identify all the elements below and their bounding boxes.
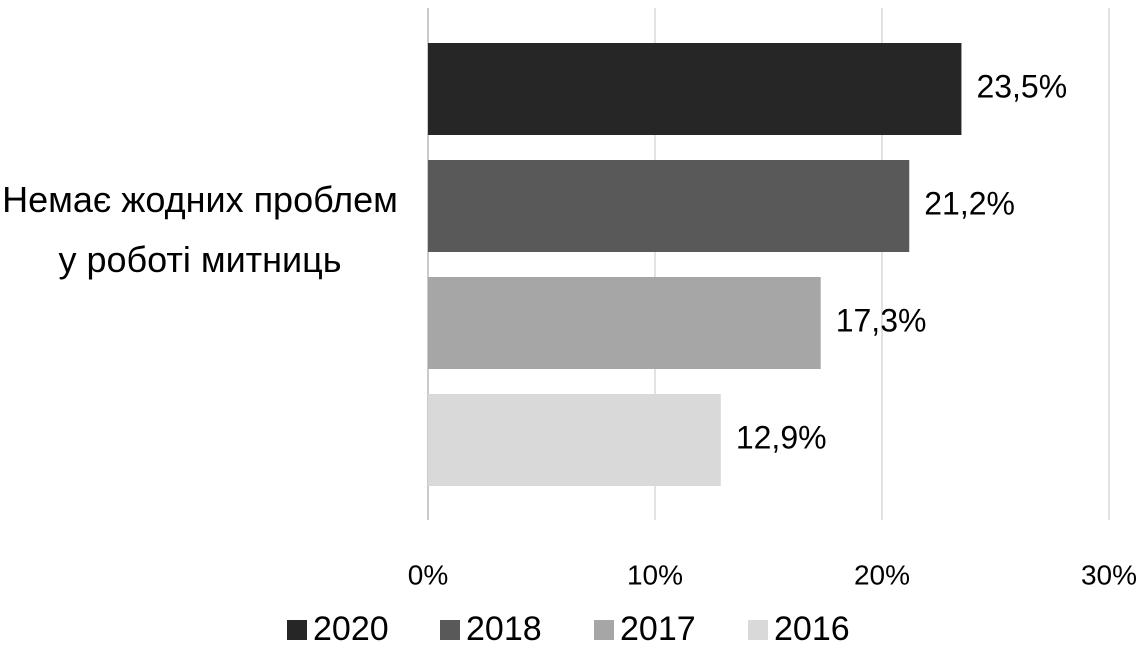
legend-swatch <box>748 620 768 640</box>
category-label: Немає жодних проблем у роботі митниць <box>2 179 398 280</box>
bar <box>428 160 910 252</box>
legend-label: 2016 <box>774 610 850 648</box>
x-tick-label: 0% <box>408 559 448 590</box>
x-tick-label: 30% <box>1081 559 1137 590</box>
x-tick-label: 20% <box>854 559 910 590</box>
legend-swatch <box>594 620 614 640</box>
value-label: 23,5% <box>976 68 1067 104</box>
legend-label: 2018 <box>466 610 542 648</box>
bar <box>428 394 721 486</box>
value-label: 17,3% <box>836 302 927 338</box>
value-label: 12,9% <box>736 419 827 455</box>
legend-swatch <box>440 620 460 640</box>
value-label: 21,2% <box>924 185 1015 221</box>
x-tick-label: 10% <box>627 559 683 590</box>
legend-label: 2020 <box>313 610 389 648</box>
legend-swatch <box>287 620 307 640</box>
bar <box>428 277 821 369</box>
bar <box>428 43 962 135</box>
legend-label: 2017 <box>620 610 696 648</box>
